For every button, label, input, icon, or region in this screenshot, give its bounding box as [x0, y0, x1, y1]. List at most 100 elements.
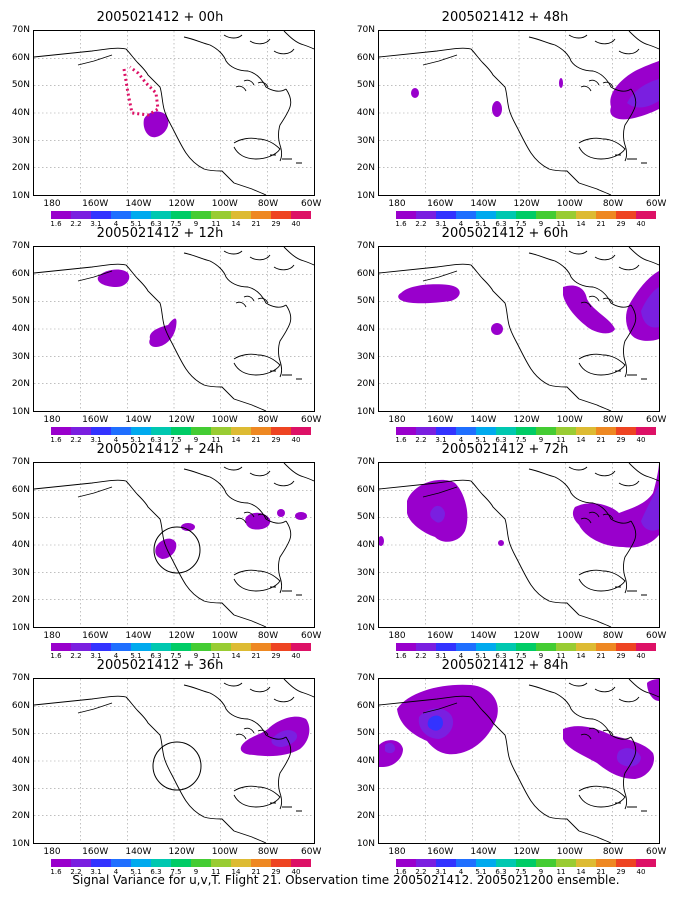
y-tick-label: 30N	[356, 567, 375, 578]
map-area	[378, 678, 660, 844]
coastline-segment	[615, 154, 647, 164]
coastline	[379, 679, 659, 843]
colorbar-label: 9	[538, 868, 544, 876]
panel-title: 2005021412 + 84h	[441, 658, 569, 673]
y-tick-label: 10N	[11, 623, 30, 634]
target-circle	[152, 741, 202, 791]
colorbar-label: 2.2	[415, 652, 427, 660]
map-plot	[34, 679, 314, 843]
colorbar-label: 14	[576, 652, 586, 660]
x-tick-label: 140W	[125, 199, 152, 209]
panel-title: 2005021412 + 60h	[441, 226, 569, 241]
x-tick-label: 140W	[470, 199, 497, 209]
coastline-segment	[183, 36, 287, 92]
y-tick-label: 60N	[356, 268, 375, 279]
y-tick-label: 50N	[11, 512, 30, 523]
x-tick-label: 80W	[257, 847, 279, 857]
y-tick-label: 50N	[356, 728, 375, 739]
coastline-segment	[422, 270, 458, 282]
colorbar-label: 21	[251, 652, 261, 660]
colorbar-swatch	[596, 643, 616, 651]
coastline-segment	[623, 304, 637, 378]
colorbar-swatch	[416, 211, 436, 219]
coastline-segment	[233, 569, 281, 592]
colorbar-label: 14	[576, 868, 586, 876]
colorbar-swatch	[596, 859, 616, 867]
grid-lines	[34, 679, 314, 843]
colorbar-label: 21	[596, 220, 606, 228]
x-tick-label: 80W	[257, 631, 279, 641]
colorbar-label: 5.1	[130, 436, 142, 444]
colorbar-label: 4	[113, 652, 119, 660]
coastline-segment	[578, 614, 612, 627]
x-tick-label: 120W	[168, 415, 195, 425]
colorbar-swatch	[416, 427, 436, 435]
x-tick-label: 100W	[556, 631, 583, 641]
panel-title: 2005021412 + 24h	[96, 442, 224, 457]
coastline	[379, 247, 659, 411]
colorbar-label: 4	[458, 436, 464, 444]
x-tick-label: 80W	[257, 199, 279, 209]
colorbar-label: 7.5	[515, 652, 527, 660]
coastline-segment	[34, 47, 235, 184]
coastline-segment	[278, 88, 292, 162]
colorbar-swatch	[416, 859, 436, 867]
y-tick-label: 70N	[356, 457, 375, 467]
coastline-segment	[568, 466, 640, 487]
colorbar-label: 6.3	[150, 220, 162, 228]
colorbar-swatch	[456, 211, 476, 219]
colorbar-swatch	[576, 643, 596, 651]
x-tick-label: 80W	[602, 199, 624, 209]
colorbar-swatch	[231, 427, 251, 435]
coastline-segment	[623, 520, 637, 594]
grid-lines	[34, 31, 314, 195]
colorbar-label: 14	[231, 436, 241, 444]
colorbar-label: 40	[291, 220, 301, 228]
colorbar-swatch	[251, 859, 271, 867]
colorbar-swatch	[51, 211, 71, 219]
colorbar-label: 7.5	[170, 436, 182, 444]
map-plot	[379, 247, 659, 411]
colorbar-swatch	[231, 859, 251, 867]
coastline-segment	[283, 247, 314, 266]
map-area	[378, 30, 660, 196]
colorbar-label: 7.5	[170, 220, 182, 228]
colorbar-swatch	[291, 643, 311, 651]
colorbar-swatch	[496, 427, 516, 435]
y-tick-label: 40N	[11, 324, 30, 334]
x-tick-label: 180	[43, 415, 61, 425]
y-tick-label: 60N	[11, 484, 30, 495]
variance-shading	[155, 509, 307, 559]
coastline-segment	[235, 511, 269, 524]
colorbar-label: 2.2	[415, 436, 427, 444]
variance-shading	[398, 271, 659, 341]
x-tick-label: 140W	[470, 847, 497, 857]
colorbar-label: 4	[113, 220, 119, 228]
y-tick-label: 30N	[11, 351, 30, 362]
panel-title: 2005021412 + 48h	[441, 10, 569, 25]
colorbar-label: 4	[113, 868, 119, 876]
colorbar-label: 29	[616, 868, 626, 876]
x-tick-label: 80W	[602, 415, 624, 425]
colorbar-label: 29	[271, 220, 281, 228]
x-tick-label: 60W	[646, 847, 667, 857]
colorbar-label: 5.1	[475, 652, 487, 660]
colorbar-swatch	[51, 427, 71, 435]
colorbar-label: 6.3	[150, 868, 162, 876]
colorbar-swatch	[291, 211, 311, 219]
y-tick-label: 20N	[356, 811, 375, 822]
colorbar-label: 14	[231, 868, 241, 876]
y-tick-label: 70N	[11, 457, 30, 467]
y-tick-label: 60N	[11, 700, 30, 711]
colorbar-label: 1.6	[50, 652, 62, 660]
colorbar-swatch	[456, 643, 476, 651]
coastline	[34, 31, 314, 195]
colorbar-label: 6.3	[495, 868, 507, 876]
y-tick-label: 30N	[11, 783, 30, 794]
map-plot	[34, 463, 314, 627]
coastline-segment	[628, 31, 659, 50]
colorbar-swatch	[596, 427, 616, 435]
coastline-segment	[580, 511, 614, 524]
colorbar-swatch	[131, 643, 151, 651]
colorbar-swatch	[71, 427, 91, 435]
